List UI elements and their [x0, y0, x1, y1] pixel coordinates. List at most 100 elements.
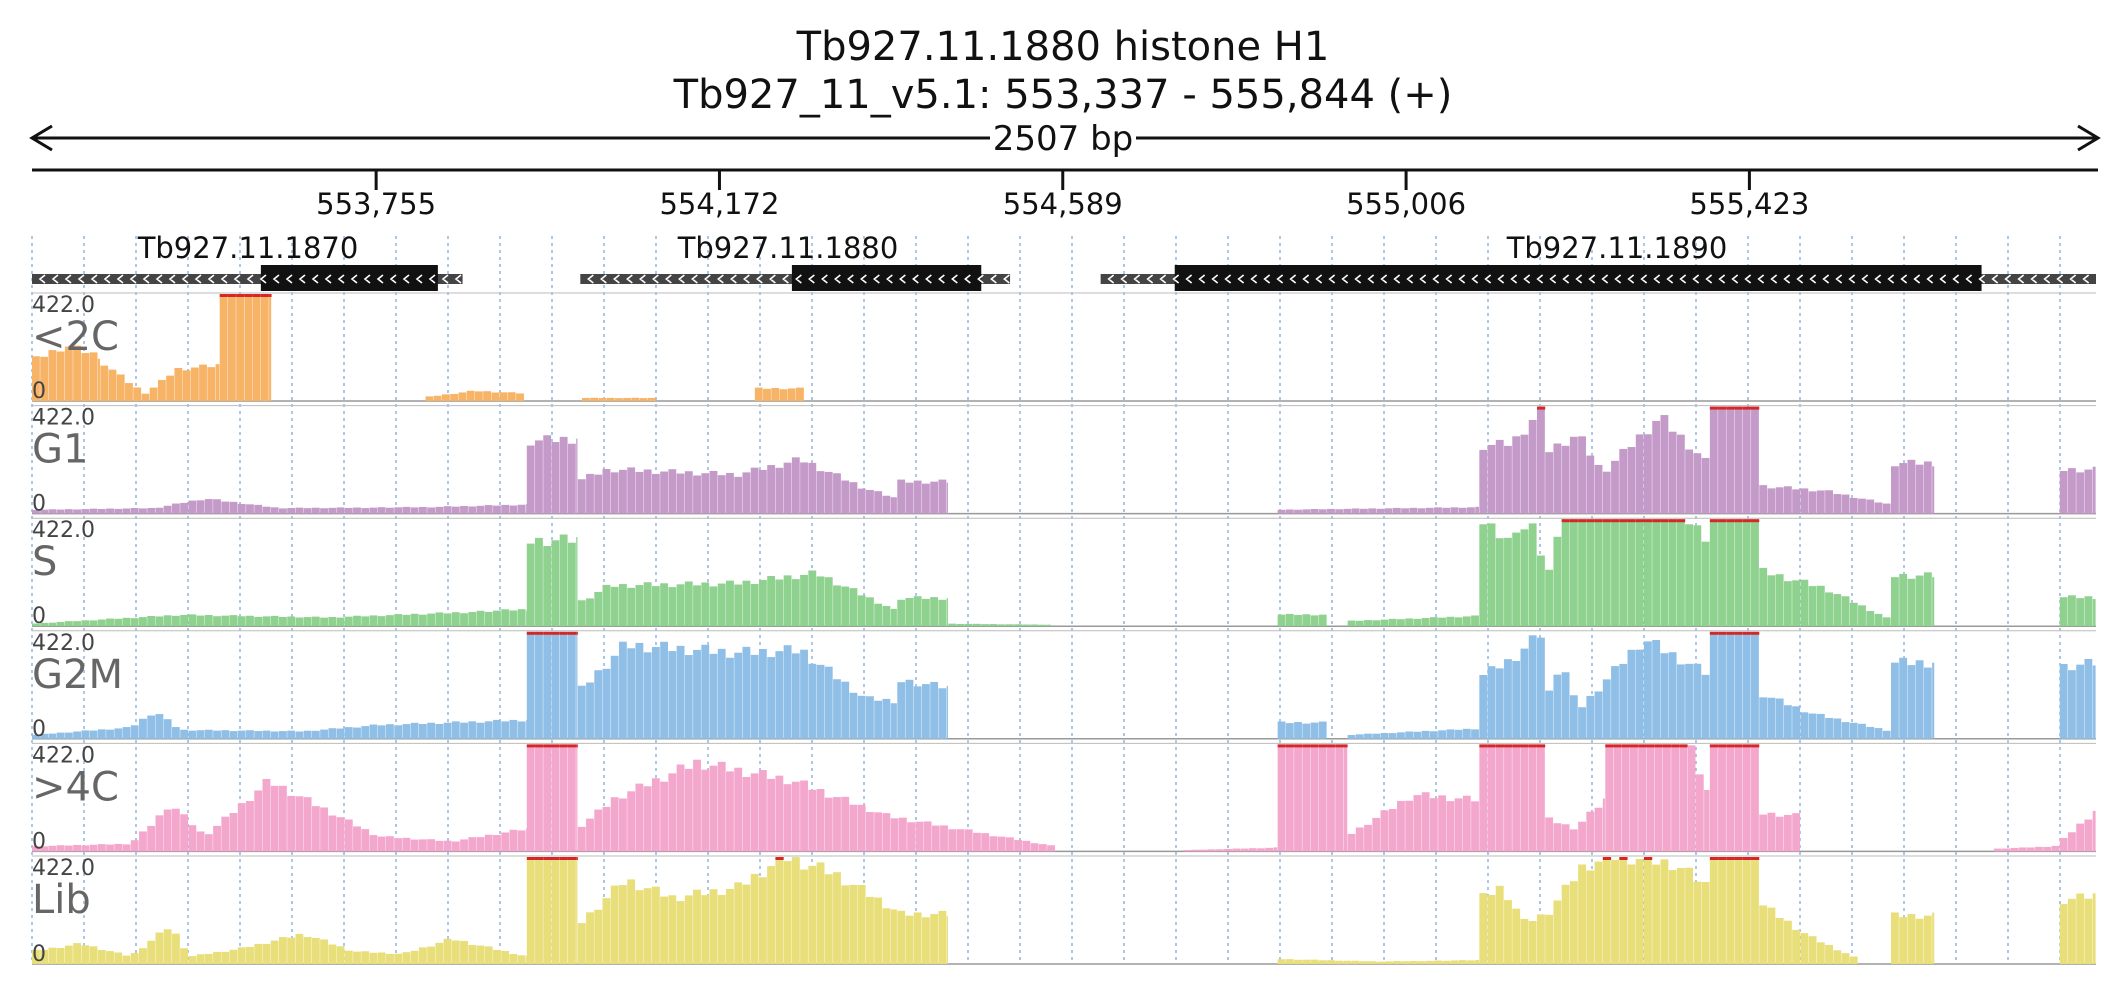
- coverage-bar: [1701, 881, 1710, 964]
- coverage-bar: [484, 834, 493, 852]
- coverage-bar: [133, 387, 142, 401]
- coverage-bar: [1841, 722, 1850, 739]
- strand-chevrons: [1107, 274, 2090, 284]
- coverage-bar: [1825, 592, 1833, 627]
- clip-indicator: [1318, 744, 1328, 748]
- coverage-bar: [1504, 659, 1512, 739]
- coverage-bar: [783, 861, 792, 964]
- coverage-bar: [130, 725, 139, 739]
- coverage-bar: [2059, 597, 2068, 627]
- coverage-bar: [278, 937, 287, 964]
- coverage-bar: [141, 393, 150, 401]
- gene-model[interactable]: Tb927.11.1890: [1100, 231, 2096, 291]
- coverage-bar: [717, 475, 726, 514]
- coverage-bar: [435, 506, 444, 514]
- coverage-bar: [627, 879, 636, 964]
- coverage-bar: [660, 471, 669, 514]
- coverage-bar: [1654, 744, 1663, 852]
- coverage-bar: [1833, 950, 1842, 964]
- coverage-bar: [1676, 519, 1685, 627]
- coverage-bar: [882, 813, 891, 852]
- coverage-bar: [816, 576, 825, 627]
- coverage-bar: [344, 950, 353, 964]
- coverage-bar: [32, 623, 40, 627]
- coverage-bar: [602, 584, 611, 627]
- gene-model[interactable]: Tb927.11.1880: [580, 231, 1011, 291]
- coverage-bar: [287, 616, 296, 627]
- coverage-bar: [1759, 905, 1768, 964]
- coverage-bar: [64, 732, 73, 739]
- coverage-bar: [1413, 731, 1422, 739]
- coverage-bar: [1907, 665, 1916, 739]
- track-max-label: 422.0: [32, 293, 95, 318]
- coverage-bar: [1874, 728, 1883, 739]
- coverage-bar: [476, 610, 485, 627]
- coverage-bar: [1841, 494, 1850, 514]
- coverage-bar: [254, 504, 263, 514]
- coverage-bar: [1635, 519, 1644, 627]
- coverage-bar: [660, 583, 669, 627]
- coverage-bar: [824, 666, 833, 739]
- coverage-bar: [913, 686, 922, 739]
- coverage-bar: [1265, 847, 1274, 852]
- coverage-bar: [709, 889, 718, 964]
- coverage-bar: [174, 367, 183, 401]
- coverage-bar: [353, 615, 361, 627]
- coverage-bar: [1327, 508, 1335, 514]
- clip-indicator: [535, 857, 544, 860]
- coverage-bar: [468, 837, 477, 852]
- coverage-bar: [1475, 960, 1479, 964]
- coverage-bar: [535, 744, 543, 852]
- coverage-bar: [122, 844, 131, 852]
- coverage-bar: [1277, 744, 1286, 852]
- coverage-bar: [450, 393, 459, 401]
- coverage-bar: [106, 951, 114, 964]
- coverage-bar: [260, 294, 269, 401]
- coverage-bar: [1932, 466, 1935, 514]
- coverage-bar: [964, 829, 973, 852]
- coverage-bar: [567, 443, 576, 514]
- clip-indicator: [1302, 744, 1311, 748]
- coverage-bar: [476, 722, 485, 739]
- coverage-bar: [619, 641, 627, 739]
- coverage-bar: [1751, 744, 1759, 852]
- coverage-bar: [1388, 733, 1397, 739]
- coverage-bar: [1800, 933, 1809, 964]
- coverage-bar: [921, 684, 930, 739]
- coverage-bar: [1915, 918, 1924, 964]
- coverage-bar: [1816, 713, 1825, 739]
- coverage-bar: [418, 724, 427, 739]
- coverage-bar: [619, 885, 627, 964]
- coverage-bar: [1545, 817, 1554, 852]
- coverage-bar: [1833, 594, 1842, 627]
- coverage-bar: [576, 438, 578, 514]
- coverage-bar: [594, 474, 603, 514]
- coverage-bar: [938, 479, 947, 514]
- coverage-bar: [525, 955, 527, 964]
- coverage-bar: [1833, 494, 1842, 514]
- coverage-bar: [882, 495, 891, 514]
- coverage-bar: [295, 933, 304, 964]
- coverage-bar: [525, 720, 527, 739]
- coverage-bar: [1759, 814, 1768, 852]
- coverage-bar: [921, 483, 930, 514]
- coverage-bar: [278, 616, 287, 627]
- coverage-bar: [1355, 734, 1364, 739]
- clip-indicator: [551, 857, 560, 860]
- clip-indicator: [244, 294, 253, 297]
- coverage-bar: [1318, 721, 1327, 739]
- coverage-bar: [525, 828, 527, 852]
- coverage-bar: [1240, 848, 1249, 852]
- coverage-bar: [270, 507, 279, 514]
- coverage-bar: [2084, 469, 2093, 514]
- coverage-bar: [122, 617, 131, 627]
- coverage-bar: [1627, 447, 1636, 514]
- coverage-bar: [742, 776, 751, 852]
- coverage-bar: [303, 797, 312, 852]
- gene-model[interactable]: Tb927.11.1870: [32, 231, 463, 291]
- coverage-bar: [1376, 508, 1385, 514]
- coverage-bar: [2018, 847, 2027, 852]
- coverage-bar: [237, 947, 246, 964]
- coverage-bar: [1335, 509, 1344, 514]
- coverage-bar: [48, 845, 57, 852]
